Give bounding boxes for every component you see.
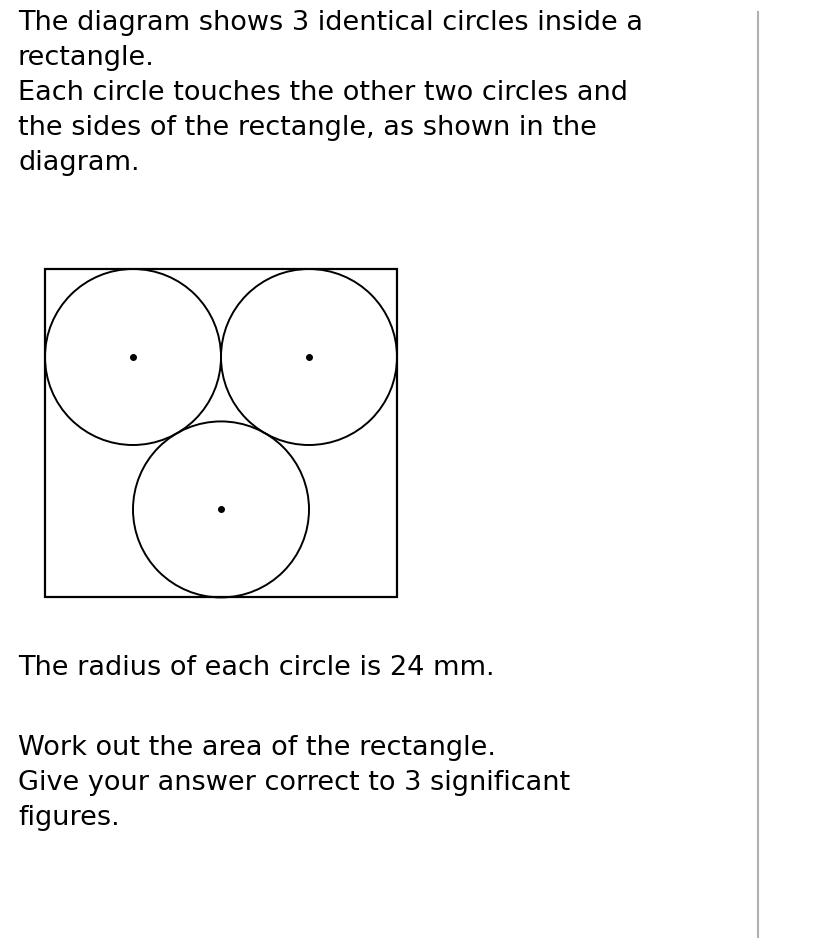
Bar — [45, 269, 397, 598]
Text: The radius of each circle is 24 mm.: The radius of each circle is 24 mm. — [18, 654, 495, 681]
Text: The diagram shows 3 identical circles inside a
rectangle.
Each circle touches th: The diagram shows 3 identical circles in… — [18, 10, 643, 176]
Text: Work out the area of the rectangle.
Give your answer correct to 3 significant
fi: Work out the area of the rectangle. Give… — [18, 734, 570, 830]
